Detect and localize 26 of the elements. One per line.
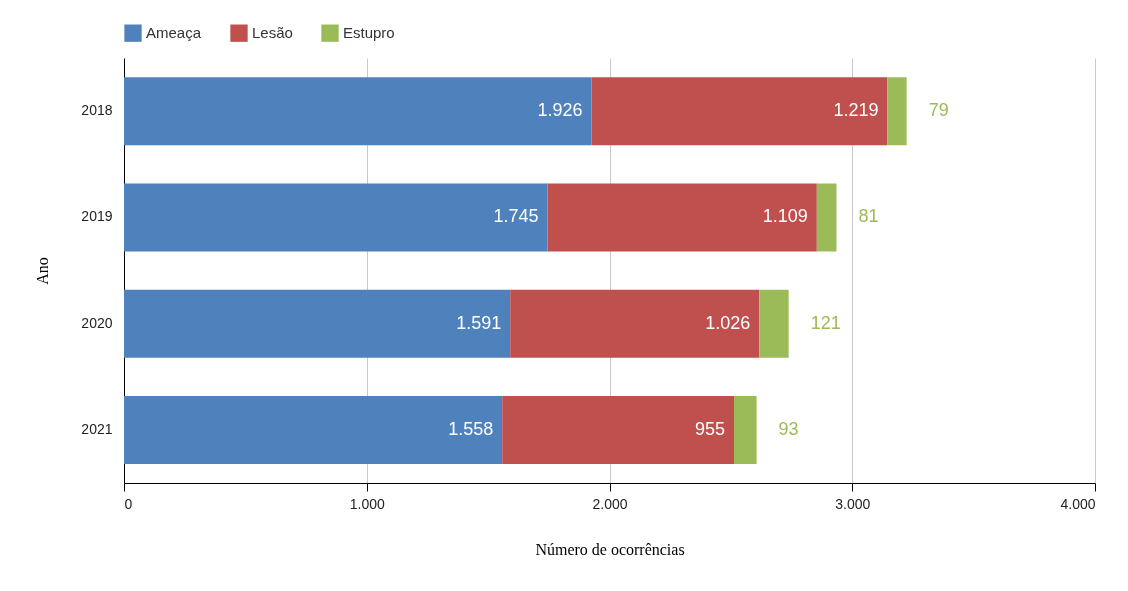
data-label: 93 (778, 418, 799, 439)
data-label: 1.926 (537, 100, 583, 121)
y-tick-label: 2020 (81, 314, 113, 331)
x-tick-label: 1.000 (349, 495, 385, 512)
data-label: 79 (928, 100, 949, 121)
x-tick-label: 3.000 (835, 495, 871, 512)
data-label: 955 (694, 418, 726, 439)
y-tick-label: 2019 (81, 208, 113, 225)
data-label: 81 (858, 206, 879, 227)
data-label: 1.591 (456, 312, 502, 333)
y-tick-label: 2018 (81, 102, 113, 119)
data-label: 121 (810, 312, 841, 333)
legend-label: Ameaça (146, 24, 202, 42)
x-tick-label: 2.000 (592, 495, 628, 512)
legend-label: Estupro (343, 24, 395, 42)
x-tick-label: 0 (124, 495, 133, 512)
x-axis-title: Número de ocorrências (535, 540, 685, 558)
x-tick-label: 4.000 (1060, 495, 1096, 512)
y-tick-label: 2021 (81, 420, 113, 437)
data-label: 1.026 (705, 312, 751, 333)
data-label: 1.219 (833, 100, 879, 121)
data-label: 1.558 (448, 418, 494, 439)
data-label: 1.109 (762, 206, 808, 227)
legend-label: Lesão (252, 24, 293, 42)
y-axis-title: Ano (34, 257, 52, 285)
data-label: 1.745 (493, 206, 539, 227)
